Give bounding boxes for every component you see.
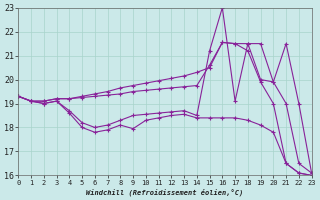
X-axis label: Windchill (Refroidissement éolien,°C): Windchill (Refroidissement éolien,°C) [86,188,244,196]
